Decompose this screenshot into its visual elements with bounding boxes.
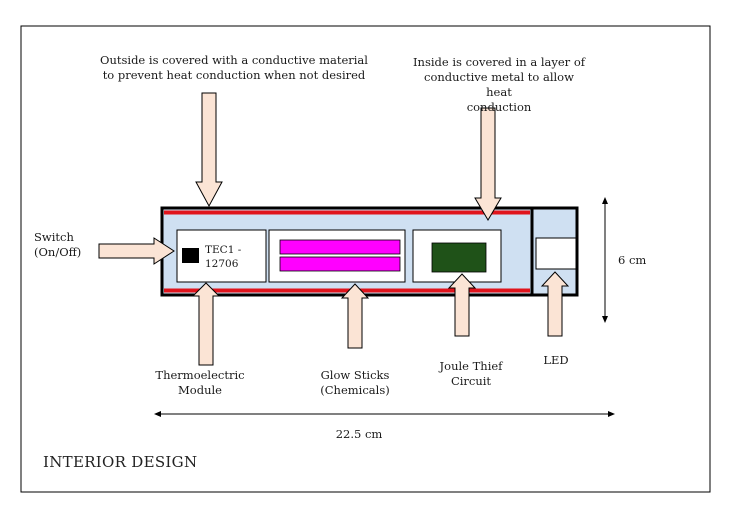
thermo-label: Thermoelectric Module bbox=[146, 368, 254, 398]
thermo-label-line-1: Thermoelectric bbox=[155, 368, 245, 382]
glow-stick-1 bbox=[279, 239, 401, 255]
glow-label-line-2: (Chemicals) bbox=[320, 383, 390, 397]
outside-label: Outside is covered with a conductive mat… bbox=[96, 53, 372, 83]
diagram-title: INTERIOR DESIGN bbox=[43, 453, 198, 471]
thermo-label-line-2: Module bbox=[178, 383, 222, 397]
arrow-led-up bbox=[540, 271, 570, 337]
joule-label-line-1: Joule Thief bbox=[439, 359, 503, 373]
circuit-board bbox=[431, 242, 487, 273]
joule-label: Joule Thief Circuit bbox=[424, 359, 518, 389]
led bbox=[535, 237, 577, 270]
inside-label-line-2: conductive metal to allow heat bbox=[424, 70, 574, 99]
arrow-glow-up bbox=[340, 283, 370, 349]
tec-label: TEC1 - 12706 bbox=[205, 243, 265, 271]
arrow-switch-right bbox=[98, 237, 175, 265]
height-dimension bbox=[602, 197, 608, 323]
joule-label-line-2: Circuit bbox=[450, 374, 492, 388]
glow-label-line-1: Glow Sticks bbox=[320, 368, 390, 382]
outside-label-line-2: to prevent heat conduction when not desi… bbox=[102, 68, 366, 82]
outside-label-line-1: Outside is covered with a conductive mat… bbox=[100, 53, 368, 67]
arrow-thermo-up bbox=[191, 282, 221, 366]
tec-label-line-1: TEC1 - bbox=[205, 244, 242, 256]
glow-stick-2 bbox=[279, 256, 401, 272]
width-label: 22.5 cm bbox=[335, 427, 383, 441]
switch-label: Switch (On/Off) bbox=[34, 230, 104, 260]
led-label: LED bbox=[543, 353, 569, 367]
glow-label: Glow Sticks (Chemicals) bbox=[305, 368, 405, 398]
switch-label-line-2: (On/Off) bbox=[34, 245, 82, 259]
arrow-outside-down bbox=[195, 92, 223, 208]
tec-label-line-2: 12706 bbox=[205, 258, 239, 270]
glow-sticks-box bbox=[268, 229, 406, 283]
height-label: 6 cm bbox=[618, 253, 647, 267]
tec-chip bbox=[182, 248, 199, 263]
inside-label-line-3: conduction bbox=[466, 100, 532, 114]
width-dimension bbox=[154, 411, 615, 417]
switch-label-line-1: Switch bbox=[34, 230, 74, 244]
arrow-inside-down bbox=[474, 107, 502, 221]
outer-frame bbox=[20, 25, 711, 493]
inside-label: Inside is covered in a layer of conducti… bbox=[412, 55, 586, 115]
arrow-joule-up bbox=[447, 273, 477, 337]
inside-label-line-1: Inside is covered in a layer of bbox=[413, 55, 585, 69]
